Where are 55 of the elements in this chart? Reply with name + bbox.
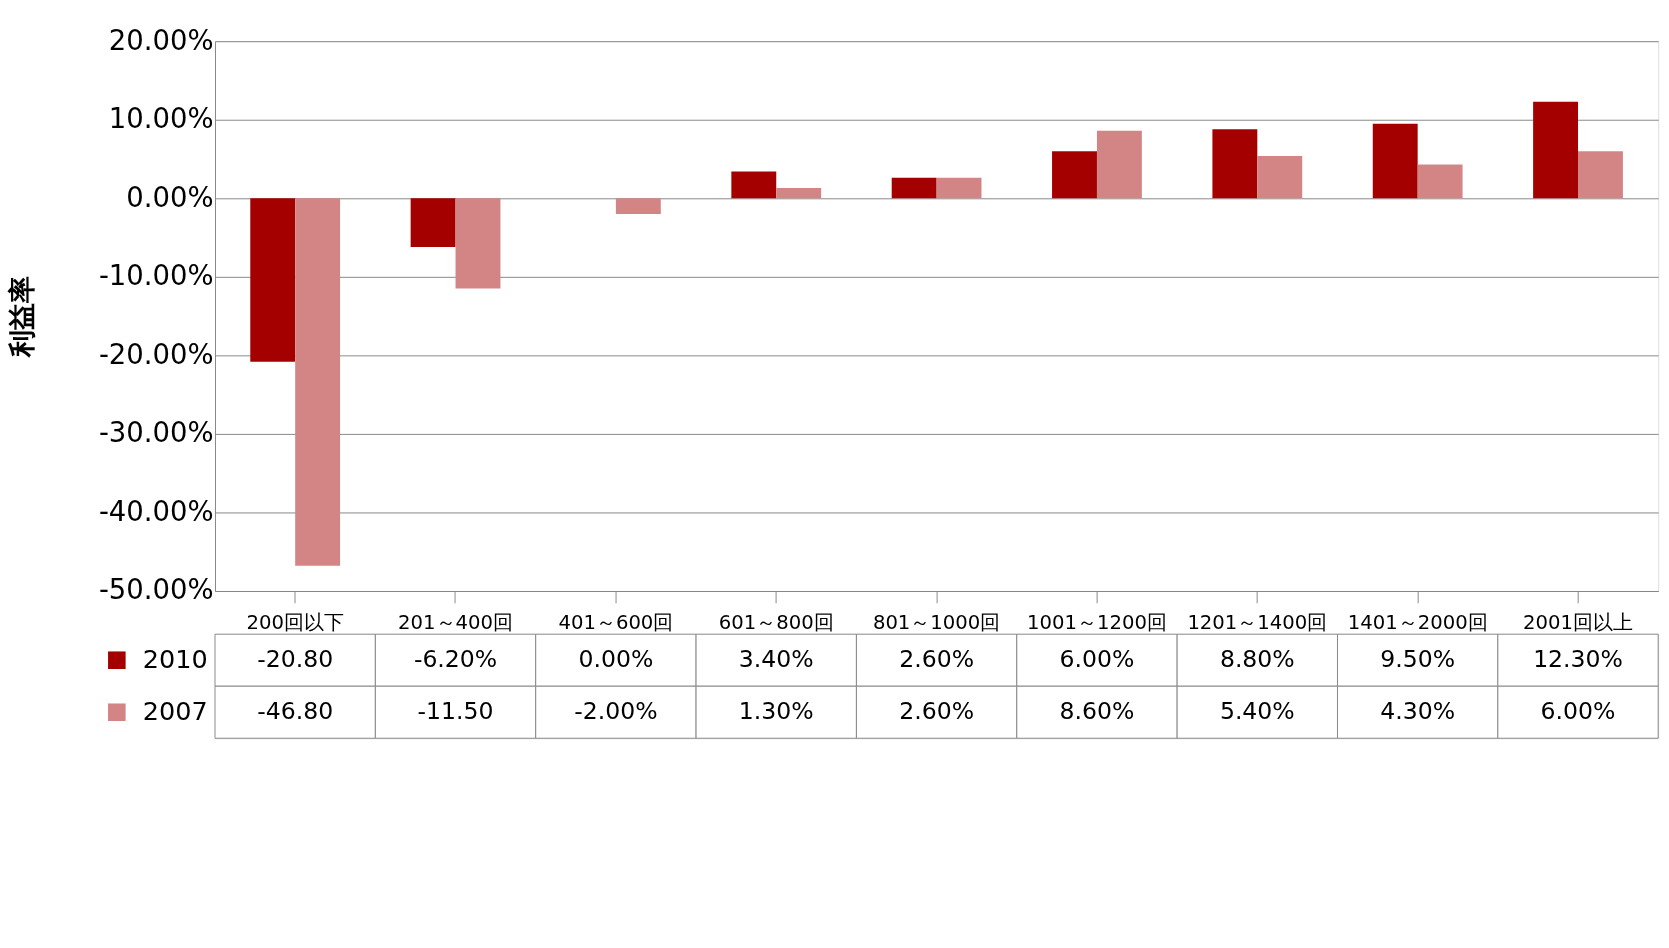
x-tick-label: 201～400回 bbox=[398, 610, 513, 634]
data-label: -2.00% bbox=[574, 697, 658, 726]
x-tick-label: 1001～1200回 bbox=[1027, 610, 1167, 634]
bar bbox=[891, 177, 937, 199]
x-tick-label: 1201～1400回 bbox=[1187, 610, 1328, 634]
bar bbox=[455, 198, 501, 289]
y-tick-label: -10.00% bbox=[98, 259, 214, 292]
x-tick-label: 401～600回 bbox=[558, 610, 674, 634]
y-tick-label: -40.00% bbox=[98, 494, 214, 527]
y-axis-title: 利益率 bbox=[4, 276, 37, 359]
bar bbox=[776, 188, 822, 199]
legend-label: 2010 bbox=[142, 644, 208, 675]
data-label: 1.30% bbox=[738, 697, 814, 726]
bar bbox=[1096, 130, 1142, 199]
y-tick-label: -50.00% bbox=[98, 573, 214, 606]
y-tick-label: 0.00% bbox=[126, 180, 214, 213]
data-label: -46.80 bbox=[257, 697, 334, 726]
data-label: -6.20% bbox=[413, 645, 498, 674]
bar bbox=[615, 198, 661, 214]
bar bbox=[1372, 123, 1418, 199]
data-label: 8.60% bbox=[1059, 697, 1135, 726]
bar bbox=[731, 171, 777, 199]
data-label: 3.40% bbox=[738, 645, 814, 674]
x-tick-label: 200回以下 bbox=[246, 610, 344, 634]
data-label: 6.00% bbox=[1540, 697, 1616, 726]
data-label: -20.80 bbox=[257, 645, 334, 674]
bar bbox=[295, 198, 341, 566]
y-tick-label: 10.00% bbox=[108, 102, 214, 135]
y-tick-label: 20.00% bbox=[108, 23, 214, 56]
data-label: 12.30% bbox=[1533, 645, 1623, 674]
x-tick-label: 601～800回 bbox=[718, 610, 834, 634]
data-label: 5.40% bbox=[1219, 697, 1295, 726]
bar bbox=[936, 177, 982, 199]
data-label: 6.00% bbox=[1059, 645, 1135, 674]
y-tick-label: -30.00% bbox=[98, 416, 214, 449]
bar bbox=[1052, 151, 1097, 199]
bar bbox=[1417, 164, 1463, 199]
bar bbox=[1212, 129, 1258, 199]
x-tick-label: 801～1000回 bbox=[872, 610, 1001, 634]
x-tick-label: 2001回以上 bbox=[1523, 610, 1633, 634]
bar bbox=[1533, 101, 1579, 199]
data-label: 9.50% bbox=[1380, 645, 1456, 674]
data-label: 2.60% bbox=[899, 645, 975, 674]
bar bbox=[1257, 155, 1303, 199]
data-label: 0.00% bbox=[578, 645, 654, 674]
bar bbox=[410, 198, 456, 247]
data-label: 8.80% bbox=[1219, 645, 1295, 674]
legend-label: 2007 bbox=[142, 696, 208, 727]
data-label: -11.50 bbox=[417, 697, 494, 726]
x-tick-label: 1401～2000回 bbox=[1347, 610, 1488, 634]
bar bbox=[1578, 151, 1623, 199]
data-label: 2.60% bbox=[899, 697, 975, 726]
bar bbox=[250, 198, 296, 362]
y-tick-label: -20.00% bbox=[98, 337, 214, 370]
data-label: 4.30% bbox=[1380, 697, 1456, 726]
